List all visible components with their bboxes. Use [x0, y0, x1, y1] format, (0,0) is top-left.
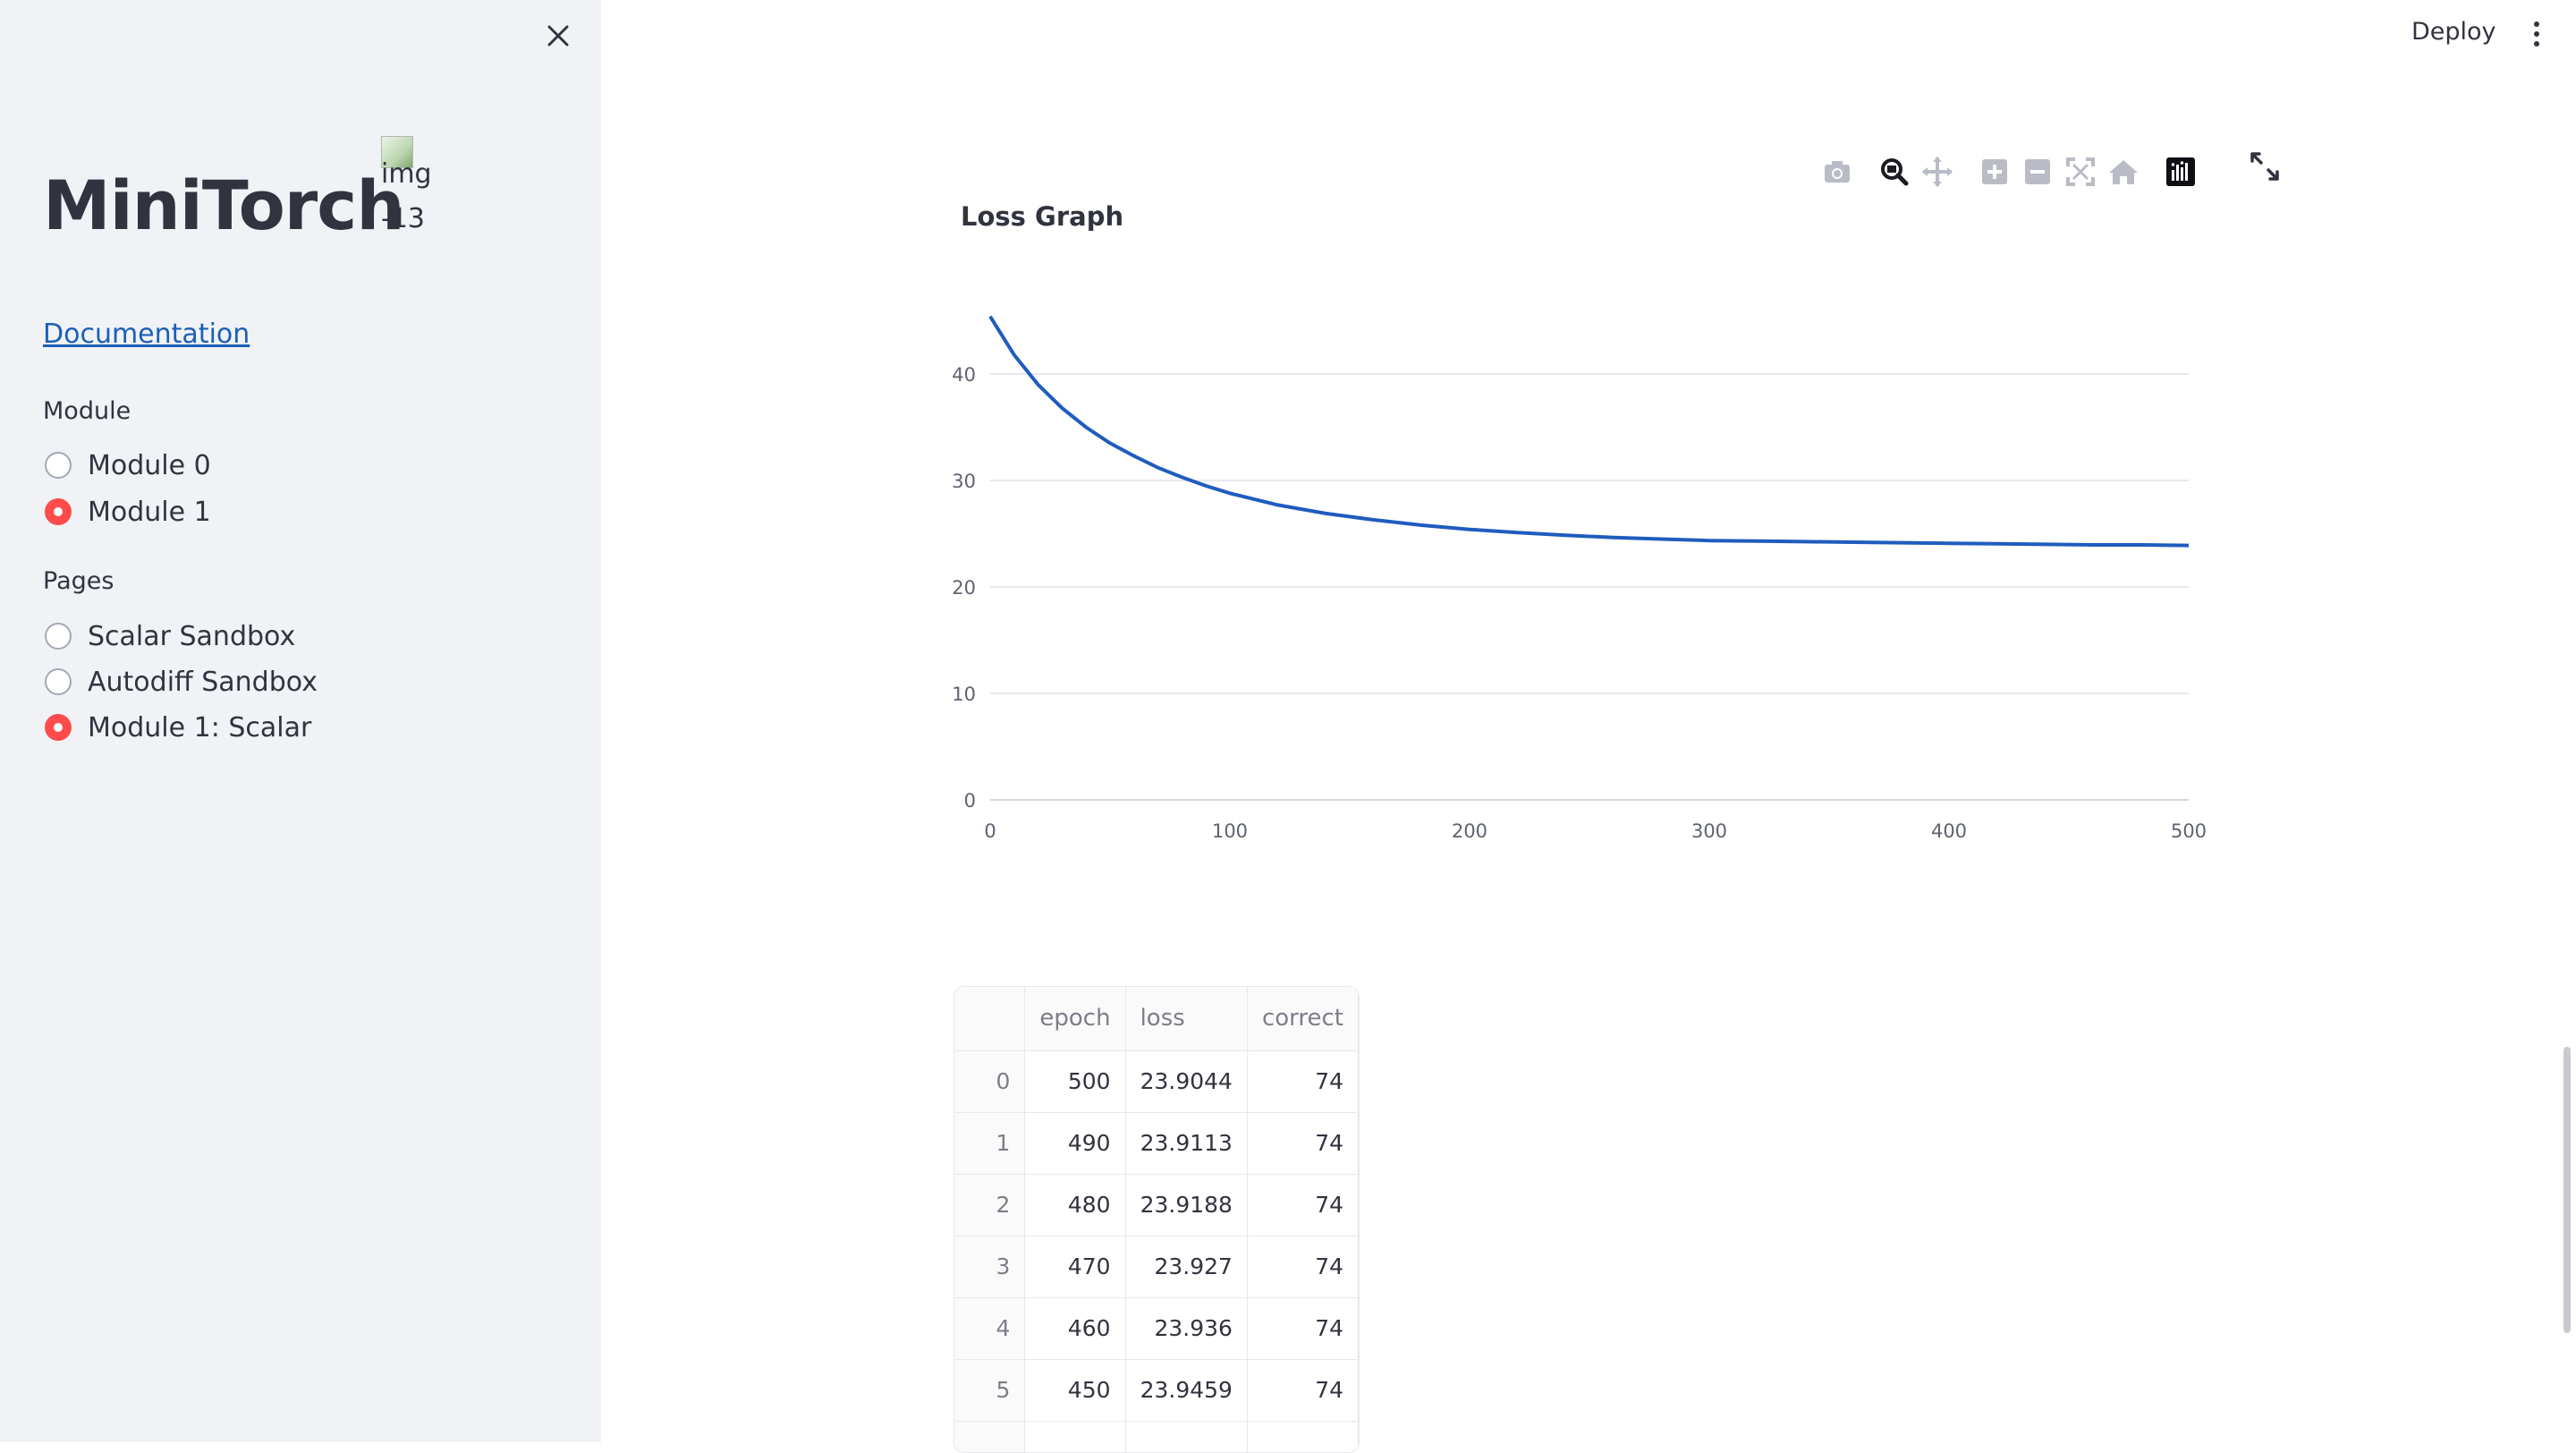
- table-cell[interactable]: 74: [1247, 1112, 1359, 1175]
- data-table[interactable]: epoch loss correct 0 500 23.9044 74 1 490 23.911…: [953, 986, 1360, 1453]
- expand-icon: [2250, 152, 2279, 181]
- table-cell[interactable]: 480: [1024, 1174, 1126, 1236]
- row-index-cell[interactable]: 1: [954, 1112, 1026, 1175]
- table-cell[interactable]: 23.927: [1125, 1236, 1248, 1298]
- reset-axes-icon[interactable]: [2106, 154, 2141, 190]
- radio-unchecked-icon[interactable]: [45, 668, 72, 695]
- table-cell[interactable]: [1024, 1421, 1126, 1452]
- row-index-cell[interactable]: 5: [954, 1359, 1026, 1422]
- pages-label: Pages: [43, 567, 114, 595]
- radio-label: Module 1: [88, 496, 211, 528]
- radio-autodiff-sandbox[interactable]: Autodiff Sandbox: [45, 664, 318, 700]
- row-index-cell[interactable]: 0: [954, 1050, 1026, 1113]
- table-cell[interactable]: 23.9113: [1125, 1112, 1248, 1175]
- table-cell[interactable]: 470: [1024, 1236, 1126, 1298]
- epoch-header[interactable]: epoch: [1024, 987, 1126, 1051]
- app-title: MiniTorch: [43, 166, 404, 245]
- table-cell[interactable]: 23.9044: [1125, 1050, 1248, 1113]
- table-cell[interactable]: 74: [1247, 1174, 1359, 1236]
- index-header[interactable]: [954, 987, 1026, 1051]
- radio-unchecked-icon[interactable]: [45, 452, 72, 479]
- autoscale-icon[interactable]: [2063, 154, 2098, 190]
- radio-label: Scalar Sandbox: [88, 620, 296, 652]
- row-index-cell[interactable]: 3: [954, 1236, 1026, 1298]
- page-scrollbar[interactable]: [2563, 1047, 2571, 1333]
- table-cell[interactable]: 460: [1024, 1297, 1126, 1360]
- radio-module-0[interactable]: Module 0: [45, 447, 211, 483]
- plotly-logo-icon[interactable]: [2163, 154, 2199, 190]
- table-cell[interactable]: 74: [1247, 1236, 1359, 1298]
- pan-icon[interactable]: [1919, 154, 1955, 190]
- close-icon: [547, 25, 569, 47]
- table-cell[interactable]: 74: [1247, 1359, 1359, 1422]
- x-tick-label: 500: [2171, 820, 2207, 842]
- row-index-cell[interactable]: 4: [954, 1297, 1026, 1360]
- chart-title: Loss Graph: [961, 201, 1123, 232]
- table-cell[interactable]: 74: [1247, 1297, 1359, 1360]
- table-cell[interactable]: 23.9459: [1125, 1359, 1248, 1422]
- y-tick-label: 0: [964, 790, 976, 811]
- table-row[interactable]: 3 470 23.927 74: [954, 1236, 1359, 1298]
- fullscreen-button[interactable]: [2245, 147, 2284, 186]
- radio-scalar-sandbox[interactable]: Scalar Sandbox: [45, 618, 295, 654]
- row-index-cell[interactable]: [954, 1421, 1026, 1452]
- y-tick-label: 10: [952, 684, 976, 705]
- x-tick-label: 100: [1212, 820, 1248, 842]
- table-cell[interactable]: 500: [1024, 1050, 1126, 1113]
- y-tick-label: 30: [952, 471, 976, 492]
- table-row[interactable]: 4 460 23.936 74: [954, 1297, 1359, 1360]
- radio-checked-icon[interactable]: [45, 498, 72, 525]
- y-tick-label: 20: [952, 577, 976, 599]
- x-tick-label: 400: [1931, 820, 1967, 842]
- radio-label: Module 1: Scalar: [88, 711, 312, 743]
- x-tick-label: 0: [984, 820, 996, 842]
- row-index-cell[interactable]: 2: [954, 1174, 1026, 1236]
- loss-chart: Loss Graph 0 10 20 30 40 0 100 200 300 400 500: [952, 201, 2207, 842]
- image-placeholder-icon: [381, 136, 413, 168]
- documentation-link[interactable]: Documentation: [43, 319, 250, 350]
- camera-icon[interactable]: [1819, 154, 1855, 190]
- table-row[interactable]: 5 450 23.9459 74: [954, 1359, 1359, 1422]
- main-menu-button[interactable]: [2524, 16, 2549, 52]
- sidebar: MiniTorch img-13 Documentation Module Mo…: [0, 0, 601, 1442]
- radio-checked-icon[interactable]: [45, 714, 72, 741]
- y-tick-label: 40: [952, 364, 976, 386]
- close-sidebar-button[interactable]: [540, 18, 576, 54]
- radio-module-1-scalar[interactable]: Module 1: Scalar: [45, 710, 311, 745]
- series-line: [988, 315, 2190, 548]
- broken-image: img-13: [381, 136, 444, 242]
- radio-label: Autodiff Sandbox: [88, 666, 318, 698]
- zoom-icon[interactable]: [1877, 154, 1912, 190]
- loss-header[interactable]: loss: [1125, 987, 1248, 1051]
- zoom-out-icon[interactable]: [2020, 154, 2055, 190]
- table-row[interactable]: [954, 1421, 1359, 1452]
- table-cell[interactable]: 23.936: [1125, 1297, 1248, 1360]
- table-cell[interactable]: 23.9188: [1125, 1174, 1248, 1236]
- broken-image-alt: img-13: [381, 158, 432, 234]
- table-row[interactable]: 1 490 23.9113 74: [954, 1112, 1359, 1175]
- deploy-button[interactable]: Deploy: [2411, 18, 2496, 46]
- radio-unchecked-icon[interactable]: [45, 623, 72, 650]
- table-cell[interactable]: [1247, 1421, 1359, 1452]
- module-label: Module: [43, 397, 131, 425]
- table-row[interactable]: 2 480 23.9188 74: [954, 1174, 1359, 1236]
- kebab-menu-icon: [2534, 21, 2539, 47]
- zoom-in-icon[interactable]: [1977, 154, 2012, 190]
- table-cell[interactable]: 74: [1247, 1050, 1359, 1113]
- table-cell[interactable]: 490: [1024, 1112, 1126, 1175]
- table-row[interactable]: 0 500 23.9044 74: [954, 1050, 1359, 1113]
- radio-label: Module 0: [88, 449, 211, 481]
- x-tick-label: 200: [1452, 820, 1487, 842]
- table-cell[interactable]: [1125, 1421, 1248, 1452]
- correct-header[interactable]: correct: [1247, 987, 1359, 1051]
- table-cell[interactable]: 450: [1024, 1359, 1126, 1422]
- radio-module-1[interactable]: Module 1: [45, 494, 211, 530]
- x-tick-label: 300: [1691, 820, 1727, 842]
